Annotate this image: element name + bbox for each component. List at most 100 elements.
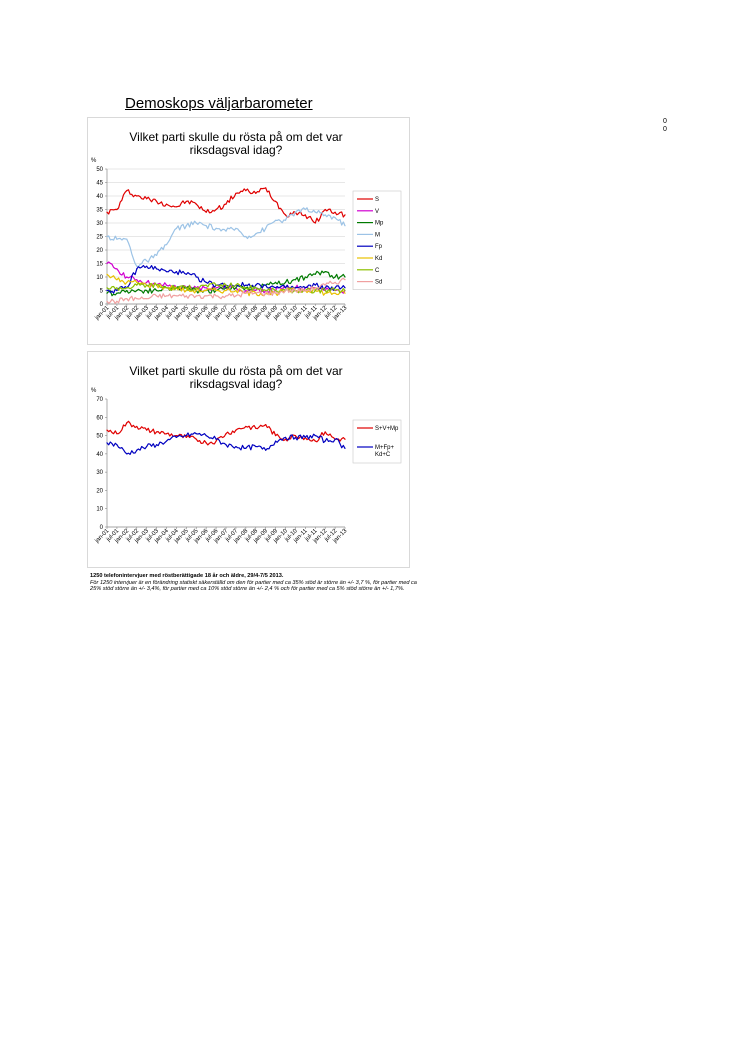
data-point (215, 289, 217, 292)
data-point (324, 287, 326, 289)
data-point (284, 219, 287, 221)
data-point (136, 268, 138, 270)
data-point (314, 434, 316, 437)
data-point (344, 279, 346, 281)
data-point (304, 208, 306, 211)
data-point (146, 281, 148, 283)
data-point (165, 295, 168, 297)
data-point (255, 233, 257, 235)
y-tick-label: 20 (96, 488, 103, 494)
data-point (235, 295, 237, 297)
y-tick-label: 0 (100, 302, 104, 308)
legend-label: Sd (375, 280, 382, 286)
data-point (205, 434, 207, 437)
notes-line-2: För 1250 intervjuer är en förändring sta… (90, 579, 417, 593)
bloc-chart-frame: Vilket parti skulle du rösta på om det v… (87, 351, 410, 568)
data-point (155, 268, 158, 270)
data-point (126, 281, 128, 283)
data-point (235, 287, 237, 289)
legend-label: Mp (375, 221, 384, 227)
data-point (185, 225, 187, 227)
data-point (116, 444, 118, 446)
data-point (334, 438, 336, 440)
legend-label: S+V+Mp (375, 426, 399, 432)
data-point (274, 200, 277, 202)
data-point (284, 436, 287, 438)
data-point (245, 190, 247, 192)
y-tick-label: 40 (96, 194, 103, 200)
data-point (245, 425, 247, 428)
series-M (106, 207, 346, 268)
data-point (265, 424, 267, 426)
data-point (265, 284, 267, 286)
data-point (146, 260, 148, 262)
data-point (274, 219, 277, 221)
data-point (205, 225, 207, 227)
bloc-chart: Vilket parti skulle du rösta på om det v… (91, 364, 402, 545)
data-point (106, 429, 108, 431)
data-point (314, 289, 316, 292)
data-point (324, 431, 326, 433)
data-point (205, 442, 207, 444)
data-point (274, 287, 277, 289)
data-point (136, 298, 138, 300)
y-tick-label: 50 (96, 167, 103, 173)
y-tick-label: 70 (96, 397, 103, 403)
data-point (106, 287, 108, 289)
party-chart: Vilket parti skulle du rösta på om det v… (91, 130, 402, 322)
data-point (205, 284, 207, 286)
data-point (106, 442, 108, 444)
data-point (274, 292, 277, 294)
data-point (294, 287, 297, 289)
legend-label: C (375, 268, 380, 274)
data-point (314, 440, 316, 442)
data-point (274, 281, 277, 283)
data-point (195, 433, 197, 435)
chart-title-line: riksdagsval idag? (190, 377, 283, 391)
data-point (155, 289, 158, 292)
data-point (334, 217, 336, 219)
data-point (195, 222, 197, 224)
data-point (116, 279, 118, 281)
data-point (215, 440, 217, 442)
data-point (106, 273, 108, 275)
data-point (255, 427, 257, 429)
data-point (175, 295, 178, 297)
data-point (106, 235, 108, 238)
data-point (225, 230, 227, 232)
data-point (215, 284, 217, 286)
data-point (245, 284, 247, 286)
data-point (146, 198, 148, 200)
data-point (175, 227, 178, 229)
data-point (235, 445, 237, 448)
data-point (126, 289, 128, 292)
data-point (334, 292, 336, 294)
data-point (225, 295, 227, 297)
data-point (294, 289, 297, 292)
y-tick-label: 40 (96, 452, 103, 458)
chart-title-line: Vilket parti skulle du rösta på om det v… (129, 364, 342, 378)
data-point (284, 438, 287, 440)
series-Sd (106, 277, 346, 304)
series-line (106, 187, 346, 224)
data-point (155, 295, 158, 297)
legend-box (352, 190, 402, 290)
data-point (165, 244, 168, 246)
data-point (255, 445, 257, 448)
data-point (146, 284, 148, 286)
data-point (255, 287, 257, 289)
data-point (126, 298, 128, 300)
y-axis-label: % (91, 158, 97, 164)
corner-number-1: 0 (663, 118, 667, 125)
data-point (235, 227, 237, 229)
data-point (314, 284, 316, 286)
data-point (106, 211, 108, 213)
data-point (136, 279, 138, 281)
legend-box (352, 419, 402, 464)
y-tick-label: 0 (100, 525, 104, 531)
data-point (126, 453, 128, 455)
data-point (155, 254, 158, 256)
data-point (274, 434, 277, 437)
data-point (106, 300, 108, 302)
data-point (255, 292, 257, 294)
